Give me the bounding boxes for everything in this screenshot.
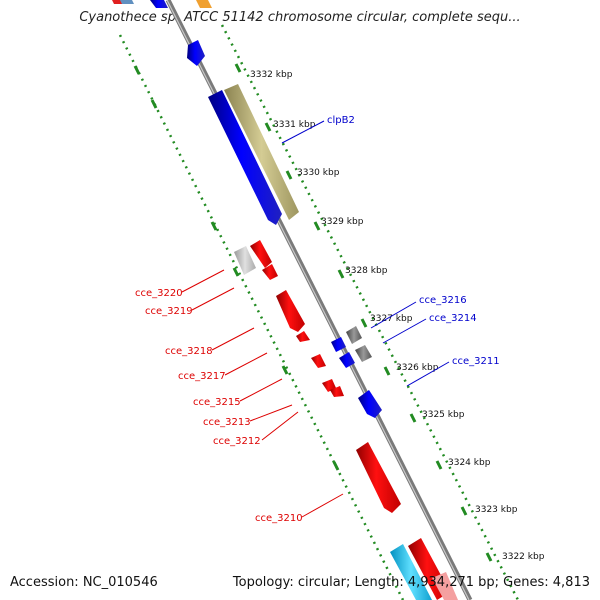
tick-label: 3323 kbp [475,505,518,515]
gene-cce_3211 [358,390,382,418]
gene-label-cce_3213: cce_3213 [203,417,251,428]
gene-cce_3218 [276,290,305,332]
tick-label: 3332 kbp [250,70,293,80]
tick-label: 3322 kbp [502,552,545,562]
forward-gene-label-text: clpB2 cce_3216 cce_3214 cce_3211 [327,115,500,367]
gene-label-cce_3212: cce_3212 [213,436,261,447]
gene-cyan-bottom [390,544,432,600]
gene-clpB2-adjacent [208,90,282,225]
outer-dotted-guide [220,24,520,600]
gene-arrow-blue-top [187,40,205,66]
gene-label-cce_3217: cce_3217 [178,371,226,382]
feature-top-orange [196,0,212,8]
gene-blue-3216b [331,337,346,352]
gene-cce_3213 [322,379,336,392]
tick-label: 3327 kbp [370,314,413,324]
gene-label-cce_3215: cce_3215 [193,397,241,408]
tick-label: 3331 kbp [273,120,316,130]
gene-features [112,0,458,600]
gene-cce_3219 [262,264,278,280]
reverse-gene-label-text: cce_3220 cce_3219 cce_3218 cce_3217 cce_… [135,288,303,524]
feature-top-lightblue [120,0,134,4]
genome-summary-text: Topology: circular; Length: 4,934,271 bp… [232,575,590,590]
gene-cce_3210 [356,442,401,513]
reverse-gene-labels [181,269,344,518]
gene-cce_3217 [296,331,310,342]
gene-label-cce_3210: cce_3210 [255,513,303,524]
gene-cce_3212 [330,386,344,397]
gene-cce_3220 [234,246,256,275]
tick-label: 3325 kbp [422,410,465,420]
feature-top-blue [150,0,168,8]
gene-label-cce_3216: cce_3216 [419,295,467,306]
gene-label-clpB2: clpB2 [327,115,355,126]
kbp-labels: 3332 kbp 3331 kbp 3330 kbp 3329 kbp 3328… [250,70,545,562]
forward-gene-labels [281,120,450,387]
gene-label-cce_3218: cce_3218 [165,346,213,357]
tick-label: 3326 kbp [396,363,439,373]
gene-cce_3215 [311,354,326,368]
gene-pink-bottom [432,572,458,600]
tick-label: 3330 kbp [297,168,340,178]
map-title: Cyanothece sp. ATCC 51142 chromosome cir… [79,10,521,25]
gene-blue-3214b [339,352,355,368]
gene-clpB2 [224,84,299,220]
tick-label: 3328 kbp [345,266,388,276]
gene-cce_3214 [355,345,372,362]
tick-label: 3329 kbp [321,217,364,227]
gene-red-3220b [250,240,272,268]
accession-text: Accession: NC_010546 [10,575,158,590]
tick-marks [133,63,493,562]
gene-label-cce_3214: cce_3214 [429,313,477,324]
tick-label: 3324 kbp [448,458,491,468]
gene-cce_3216 [346,326,362,344]
gene-label-cce_3220: cce_3220 [135,288,183,299]
inner-dotted-guide [118,34,405,600]
gene-label-cce_3211: cce_3211 [452,356,500,367]
gene-label-cce_3219: cce_3219 [145,306,193,317]
